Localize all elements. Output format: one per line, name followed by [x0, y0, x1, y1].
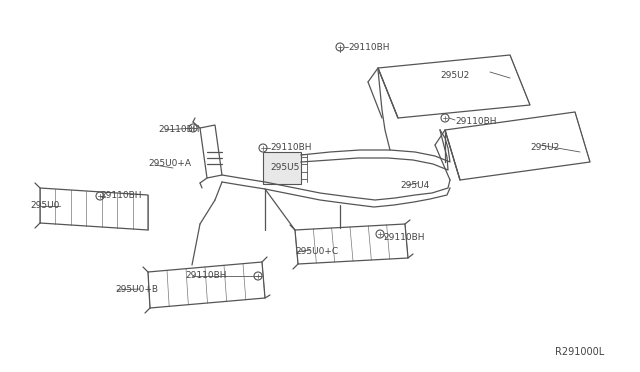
Text: 29110BH: 29110BH [348, 42, 390, 51]
Text: 295U0+B: 295U0+B [115, 285, 158, 295]
Text: 29110BH: 29110BH [185, 272, 227, 280]
Polygon shape [263, 152, 301, 184]
Text: 295U0+C: 295U0+C [295, 247, 338, 257]
Text: 295U0: 295U0 [30, 201, 60, 209]
Text: 295U5: 295U5 [270, 164, 300, 173]
Text: 29110BH: 29110BH [158, 125, 200, 135]
Text: 295U0+A: 295U0+A [148, 158, 191, 167]
Text: 295U4: 295U4 [400, 180, 429, 189]
Text: 29110BH: 29110BH [455, 118, 497, 126]
Text: 29110BH: 29110BH [100, 192, 141, 201]
Text: 295U2: 295U2 [530, 144, 559, 153]
Text: 29110BH: 29110BH [270, 144, 312, 153]
Text: 295U2: 295U2 [440, 71, 469, 80]
Text: R291000L: R291000L [555, 347, 604, 357]
Text: 29110BH: 29110BH [383, 234, 424, 243]
